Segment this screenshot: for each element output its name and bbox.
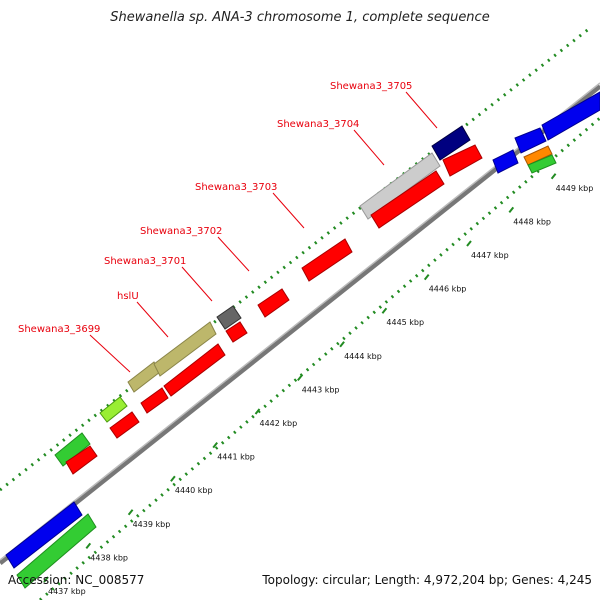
tick-mark <box>170 475 176 482</box>
tick-mark <box>466 240 472 247</box>
tick-label: 4447 kbp <box>471 251 509 260</box>
feature-blue-upper-right-2[interactable] <box>514 127 547 154</box>
gene-label-shewana3-3705: Shewana3_3705 <box>330 81 412 92</box>
leader-shewana3-3701 <box>181 266 213 302</box>
tick-mark <box>254 408 261 415</box>
gene-label-shewana3-3704: Shewana3_3704 <box>277 119 359 130</box>
tick-label: 4444 kbp <box>344 352 382 361</box>
tick-label: 4440 kbp <box>175 486 213 495</box>
feature-red-7[interactable] <box>301 238 353 282</box>
feature-orange-upper-right[interactable] <box>523 145 553 166</box>
feature-red-9[interactable] <box>442 144 483 177</box>
gene-label-shewana3-3702: Shewana3_3702 <box>140 226 222 237</box>
topology-summary: Topology: circular; Length: 4,972,204 bp… <box>262 573 592 587</box>
gene-label-leaders <box>89 91 438 373</box>
leader-shewana3-3704 <box>353 129 385 166</box>
tick-mark <box>508 206 515 214</box>
feature-blue-upper-right-1[interactable] <box>492 149 519 174</box>
feature-navy-shewana3-3705[interactable] <box>431 125 471 161</box>
feature-red-6[interactable] <box>257 288 290 318</box>
inner-strand-features <box>5 91 600 589</box>
feature-blue-upper-right-3[interactable] <box>541 91 600 141</box>
tick-mark <box>43 576 49 583</box>
tick-mark <box>381 307 388 314</box>
feature-green-forward[interactable] <box>54 432 91 467</box>
feature-green-upper-right[interactable] <box>527 154 557 174</box>
feature-red-1[interactable] <box>65 445 98 475</box>
tick-mark <box>127 509 134 516</box>
tick-mark <box>550 173 557 180</box>
tick-label: 4445 kbp <box>386 318 424 327</box>
leader-shewana3-3699 <box>89 334 131 373</box>
tick-mark <box>339 341 345 348</box>
leader-hslu <box>136 301 169 338</box>
feature-red-4[interactable] <box>163 343 226 397</box>
feature-dark-gray-shewana3-3701[interactable] <box>216 305 242 330</box>
feature-olive-hslu[interactable] <box>153 321 217 377</box>
tick-label: 4449 kbp <box>556 184 594 193</box>
gene-label-shewana3-3703: Shewana3_3703 <box>195 182 277 193</box>
gene-label-shewana3-3701: Shewana3_3701 <box>104 256 186 267</box>
tick-label: 4443 kbp <box>302 385 340 394</box>
tick-mark <box>423 273 430 281</box>
feature-lime-forward[interactable] <box>99 396 128 423</box>
tick-label: 4442 kbp <box>260 419 298 428</box>
gene-label-hslu: hslU <box>117 291 139 302</box>
red-strand-features <box>65 144 483 475</box>
leader-shewana3-3702 <box>217 236 250 272</box>
feature-red-2[interactable] <box>109 411 140 439</box>
forward-strand-features <box>54 125 471 467</box>
inner-dotted-ring <box>39 116 600 600</box>
feature-light-gray-shewana3-3704[interactable] <box>359 152 441 220</box>
tick-label: 4441 kbp <box>217 453 255 462</box>
gene-label-shewana3-3699: Shewana3_3699 <box>18 324 100 335</box>
tick-label: 4439 kbp <box>133 520 171 529</box>
accession-label: Accession: NC_008577 <box>8 573 145 587</box>
feature-green-lower-left[interactable] <box>16 513 97 589</box>
gene-labels: Shewana3_3699 hslU Shewana3_3701 Shewana… <box>18 81 412 335</box>
feature-blue-lower-left[interactable] <box>5 501 83 569</box>
feature-red-3[interactable] <box>140 387 169 414</box>
outer-dotted-ring <box>0 26 591 492</box>
feature-red-8[interactable] <box>370 170 445 229</box>
tick-mark <box>297 374 303 382</box>
tick-label: 4438 kbp <box>90 553 128 562</box>
leader-shewana3-3705 <box>405 91 438 129</box>
tick-mark <box>212 441 218 449</box>
feature-red-5[interactable] <box>225 321 248 343</box>
tick-label: 4446 kbp <box>429 285 467 294</box>
tick-label: 4448 kbp <box>513 217 551 226</box>
map-title: Shewanella sp. ANA-3 chromosome 1, compl… <box>110 10 490 25</box>
tick-mark <box>85 542 92 550</box>
leader-shewana3-3703 <box>272 192 305 229</box>
tick-label: 4437 kbp <box>48 587 86 596</box>
